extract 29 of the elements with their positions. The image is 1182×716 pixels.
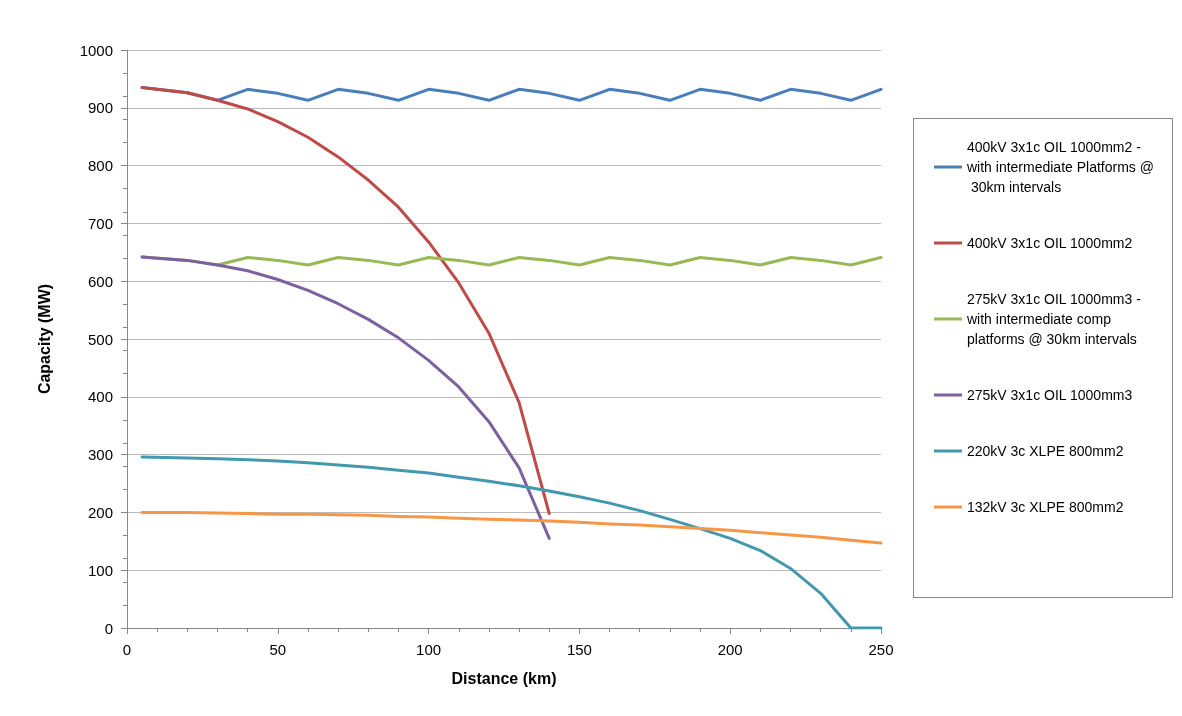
y-axis-title: Capacity (MW) bbox=[35, 283, 53, 395]
x-tick-label: 100 bbox=[416, 641, 442, 658]
y-tick-label: 200 bbox=[87, 503, 113, 521]
y-tick-label: 700 bbox=[87, 214, 113, 232]
x-axis-title: Distance (km) bbox=[451, 669, 557, 687]
y-tick-label: 900 bbox=[87, 99, 113, 117]
line-series bbox=[140, 255, 551, 540]
y-tick-label: 400 bbox=[87, 388, 113, 406]
x-tick-label: 0 bbox=[122, 641, 132, 658]
legend-label: 400kV 3x1c OIL 1000mm2 bbox=[967, 235, 1133, 251]
line-series bbox=[140, 86, 551, 516]
y-tick-label: 500 bbox=[87, 330, 113, 348]
y-tick-label: 100 bbox=[87, 561, 113, 579]
legend-label: 275kV 3x1c OIL 1000mm3 - with intermediate comp platforms @ 30km intervals bbox=[966, 291, 1145, 347]
x-tick-label: 200 bbox=[717, 641, 743, 658]
x-tick-label: 50 bbox=[269, 641, 287, 658]
legend-label: 132kV 3c XLPE 800mm2 bbox=[967, 499, 1124, 515]
y-tick-label: 1000 bbox=[79, 41, 113, 59]
y-tick-label: 300 bbox=[87, 446, 113, 464]
line-series bbox=[140, 455, 883, 630]
legend-label: 220kV 3c XLPE 800mm2 bbox=[967, 443, 1124, 459]
x-tick-label: 250 bbox=[868, 641, 894, 658]
x-tick-label: 150 bbox=[566, 641, 592, 658]
y-tick-label: 800 bbox=[87, 157, 113, 175]
y-tick-label: 600 bbox=[87, 272, 113, 290]
legend-label: 400kV 3x1c OIL 1000mm2 - with intermediate Platforms @ 30km intervals bbox=[966, 139, 1154, 195]
y-tick-label: 0 bbox=[104, 619, 113, 637]
line-series bbox=[140, 510, 883, 545]
legend-label: 275kV 3x1c OIL 1000mm3 bbox=[967, 387, 1133, 403]
